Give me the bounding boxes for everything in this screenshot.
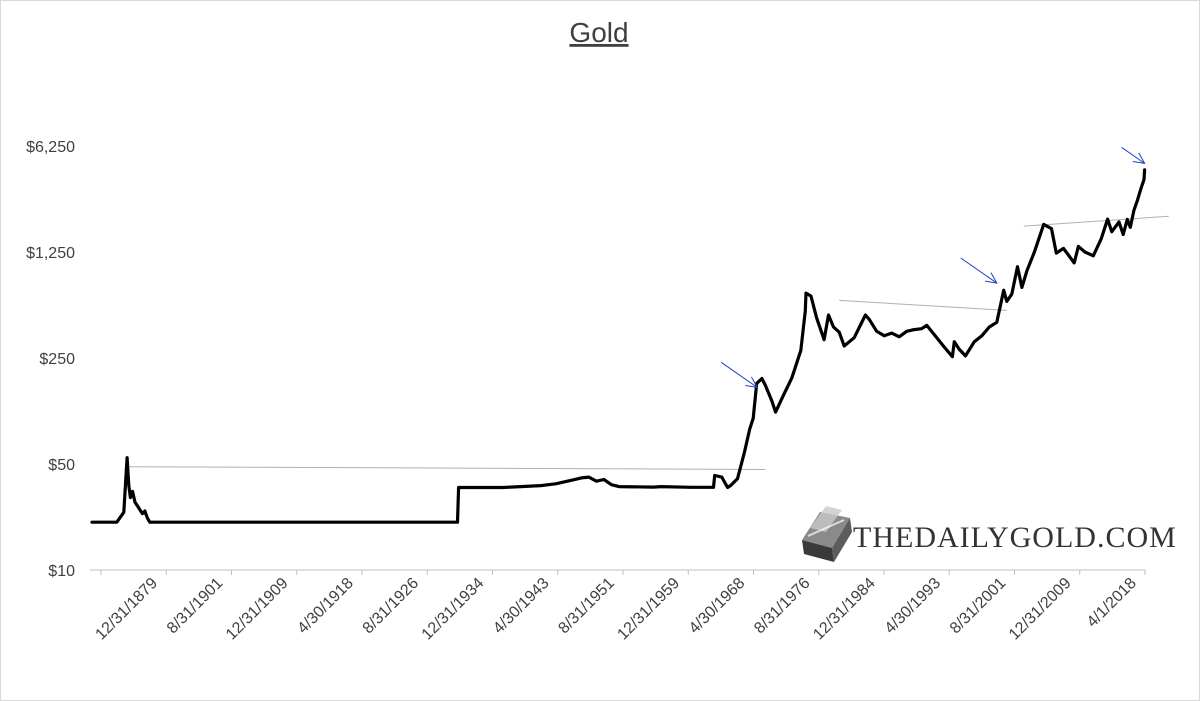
watermark-text: THEDAILYGOLD.COM (853, 521, 1177, 554)
x-tick-label: 4/30/1968 (686, 575, 748, 637)
x-tick-label: 4/30/1993 (882, 575, 944, 637)
resistance-line (839, 299, 1007, 311)
resistance-line (128, 466, 766, 470)
x-tick-label: 8/31/1926 (360, 575, 422, 637)
x-tick-label: 8/31/1951 (555, 575, 617, 637)
series-layer (90, 168, 1147, 524)
x-tick-label: 4/30/1943 (490, 575, 552, 637)
annotation-arrow (720, 361, 759, 389)
annotation-arrows (720, 147, 1146, 389)
y-tick-label: $250 (39, 351, 75, 368)
resistance-line (1023, 215, 1169, 227)
y-tick-label: $50 (48, 457, 75, 474)
x-tick-label: 8/31/1976 (751, 575, 813, 637)
gold-bar-icon (802, 506, 852, 562)
x-tick-label: 4/1/2018 (1084, 575, 1140, 631)
x-tick-label: 12/31/1909 (223, 575, 292, 644)
x-tick-label: 8/31/2001 (947, 575, 1009, 637)
y-axis: $10 $50 $250 $1,250 $6,250 (26, 139, 75, 580)
x-tick-label: 8/31/1901 (164, 575, 226, 637)
chart-title: Gold (569, 17, 628, 48)
x-tick-label: 4/30/1918 (294, 575, 356, 637)
y-tick-label: $6,250 (26, 139, 75, 156)
resistance-lines (128, 215, 1169, 470)
x-tick-label: 12/31/1879 (92, 575, 161, 644)
x-tick-label: 12/31/1984 (810, 575, 879, 644)
watermark-logo: THEDAILYGOLD.COM (802, 506, 1177, 562)
y-tick-label: $10 (48, 563, 75, 580)
y-tick-label: $1,250 (26, 245, 75, 262)
x-tick-label: 12/31/1959 (614, 575, 683, 644)
x-tick-label: 12/31/2009 (1006, 575, 1075, 644)
x-tick-label: 12/31/1934 (419, 575, 488, 644)
annotation-arrow (1121, 147, 1146, 165)
annotation-arrow (960, 257, 998, 284)
gold-price-line (90, 168, 1147, 524)
